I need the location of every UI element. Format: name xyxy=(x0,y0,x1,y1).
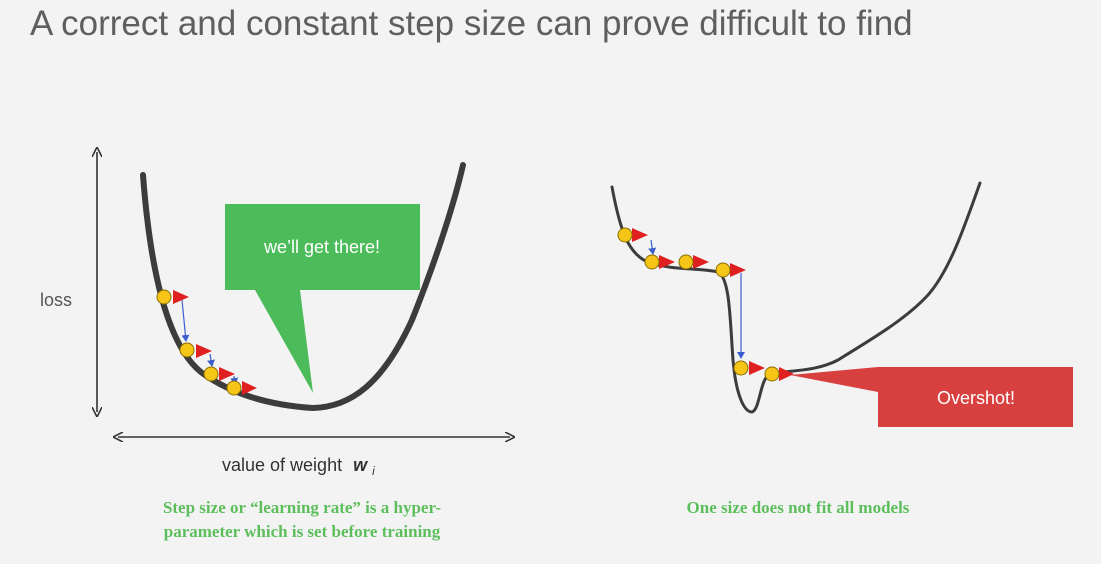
loss-curve-irregular xyxy=(610,181,982,414)
one-size-caption: One size does not fit all models xyxy=(686,498,910,517)
descent-point xyxy=(644,254,660,270)
learning-rate-caption-line1: Step size or “learning rate” is a hyper- xyxy=(162,498,442,517)
loss-curve-convex xyxy=(140,162,466,412)
descent-point xyxy=(678,254,694,270)
callout-good-text: we’ll get there! xyxy=(263,237,380,257)
direction-arrow xyxy=(632,228,648,242)
callout-bad-text: Overshot! xyxy=(937,388,1015,408)
descent-point xyxy=(715,262,731,278)
slide-title: A correct and constant step size can pro… xyxy=(30,4,913,43)
right-panel: Overshot! xyxy=(610,181,1073,427)
direction-arrow xyxy=(730,263,746,277)
callout-bad-shape xyxy=(790,367,1073,427)
descent-point xyxy=(226,380,242,396)
direction-arrow xyxy=(242,381,257,395)
descent-point xyxy=(156,289,172,305)
descent-point xyxy=(764,366,780,382)
left-panel: loss value of weight w i we’ll get there… xyxy=(40,152,510,478)
step-arrow xyxy=(207,353,215,367)
step-arrow xyxy=(648,239,657,255)
direction-arrow xyxy=(173,290,189,304)
step-arrow xyxy=(181,299,190,342)
learning-rate-caption: Step size or “learning rate” is a hyper-… xyxy=(118,496,486,544)
direction-arrow xyxy=(219,367,235,381)
weight-axis-label: value of weight w i xyxy=(222,455,375,478)
weight-axis-symbol: w xyxy=(353,455,368,475)
descent-point xyxy=(203,366,219,382)
learning-rate-caption-line2: parameter which is set before training xyxy=(163,522,441,541)
direction-arrow xyxy=(779,367,794,381)
direction-arrow xyxy=(659,255,675,269)
weight-axis-label-text: value of weight xyxy=(222,455,342,475)
loss-axis-label: loss xyxy=(40,290,72,310)
direction-arrow xyxy=(196,344,212,358)
descent-point xyxy=(733,360,749,376)
direction-arrow xyxy=(693,255,709,269)
callout-good-shape xyxy=(225,204,420,393)
descent-point xyxy=(617,227,633,243)
weight-axis-subscript: i xyxy=(372,464,375,478)
descent-point xyxy=(179,342,195,358)
direction-arrow xyxy=(749,361,765,375)
